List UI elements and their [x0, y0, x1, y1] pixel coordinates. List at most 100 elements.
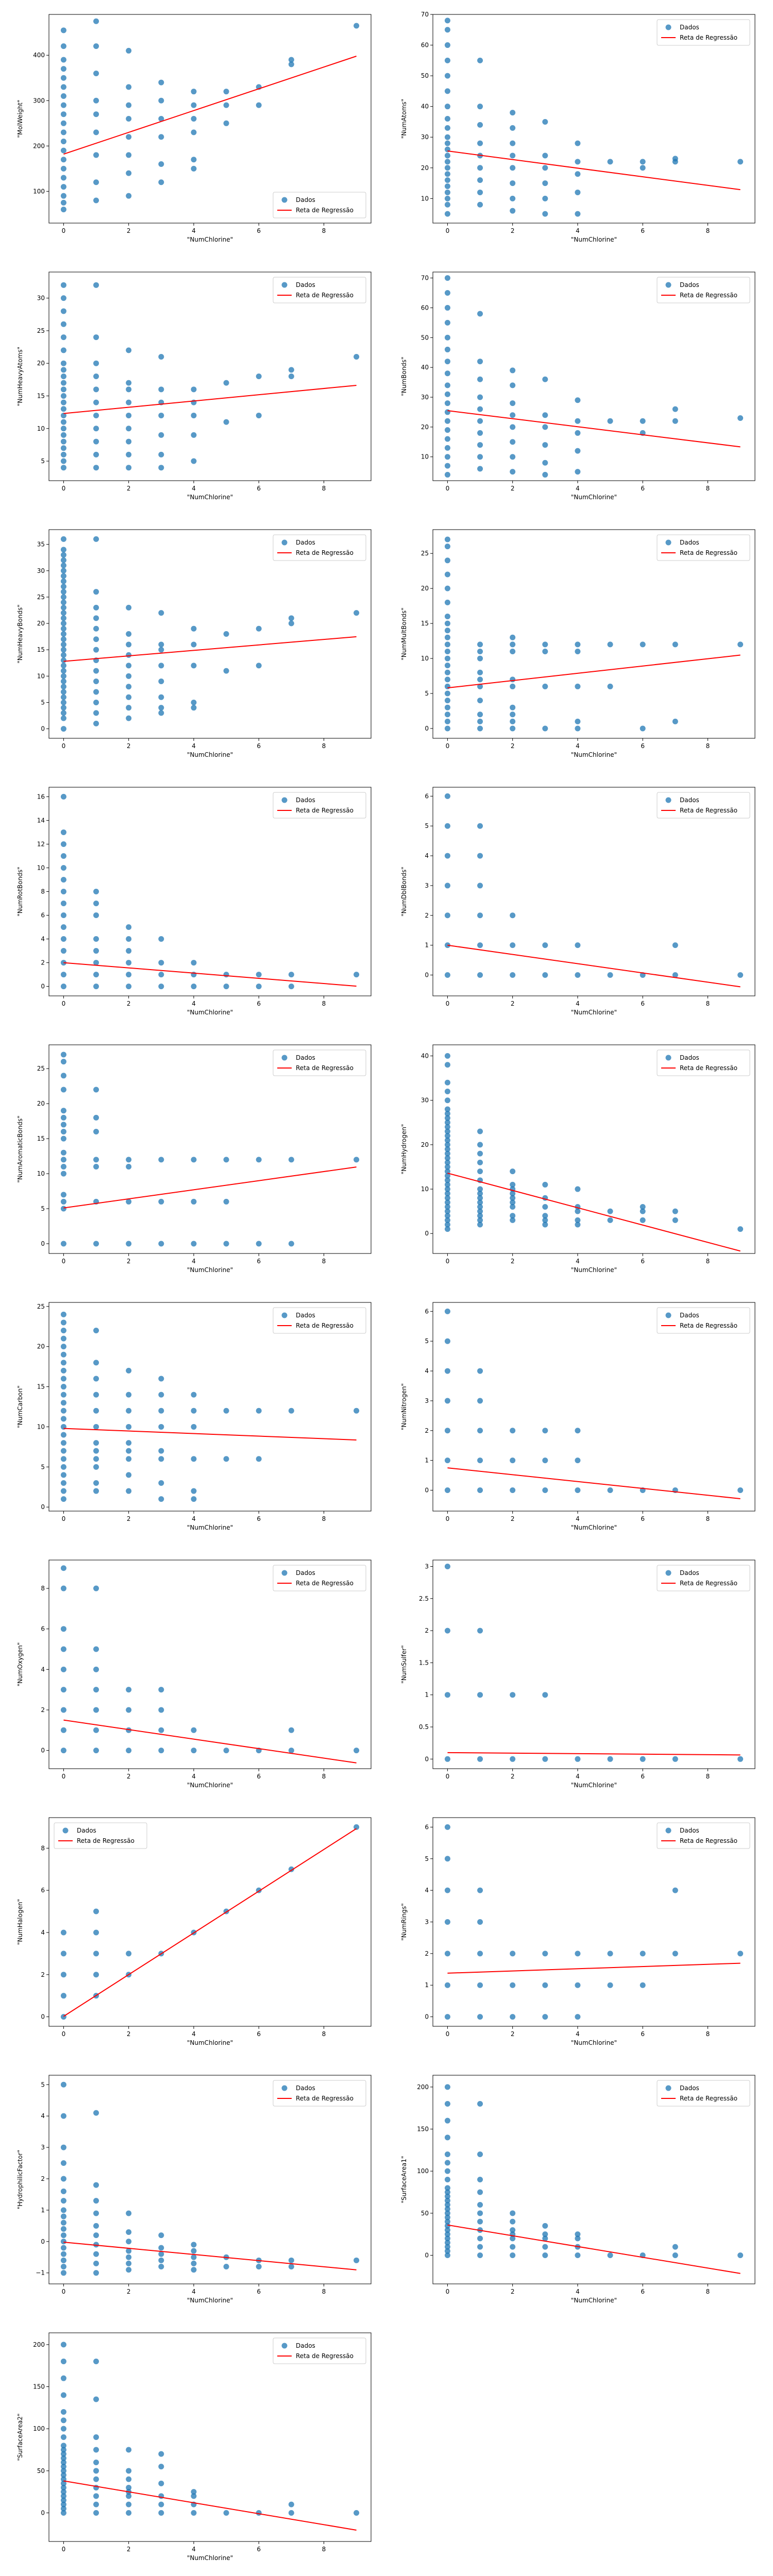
data-point: [60, 912, 66, 919]
data-point: [444, 2101, 450, 2107]
y-axis-label: "NumAtoms": [400, 99, 408, 139]
data-point: [60, 2257, 66, 2263]
data-point: [444, 725, 450, 732]
data-point: [444, 2210, 450, 2216]
data-point: [444, 171, 450, 177]
data-point: [93, 70, 99, 76]
data-point: [477, 1186, 483, 1192]
data-point: [93, 97, 99, 104]
data-point: [640, 1204, 646, 1210]
data-point: [158, 1448, 164, 1454]
regression-line: [63, 2480, 357, 2531]
data-point: [444, 1692, 450, 1698]
legend: Dados Reta de Regressão: [273, 1565, 366, 1591]
data-point: [477, 2151, 483, 2158]
data-point: [60, 406, 66, 412]
data-point: [60, 66, 66, 72]
data-point: [60, 948, 66, 954]
data-point: [444, 1199, 450, 1206]
data-point: [510, 400, 516, 406]
legend-box: [657, 2080, 750, 2107]
data-point: [477, 669, 483, 675]
data-point: [477, 1168, 483, 1175]
y-tick-label: 200: [33, 142, 45, 149]
data-point: [126, 1408, 132, 1414]
data-point: [60, 2447, 66, 2453]
data-point: [607, 1487, 613, 1493]
data-point: [477, 1756, 483, 1762]
x-tick-label: 0: [62, 2546, 66, 2553]
legend-label-line: Reta de Regressão: [296, 2352, 354, 2360]
data-point: [737, 159, 744, 165]
data-point: [60, 1376, 66, 1382]
legend-box: [657, 534, 750, 561]
data-point: [444, 463, 450, 469]
data-point: [477, 1428, 483, 1434]
data-point: [60, 1972, 66, 1978]
data-point: [444, 165, 450, 171]
data-point: [126, 694, 132, 700]
data-point: [510, 2218, 516, 2225]
data-point: [60, 1328, 66, 1334]
x-tick-label: 0: [446, 1515, 450, 1522]
data-point: [126, 715, 132, 721]
x-tick-label: 2: [511, 227, 515, 234]
x-tick-label: 0: [62, 742, 66, 750]
data-point: [477, 359, 483, 365]
x-tick-label: 4: [576, 1000, 580, 1007]
data-point: [60, 84, 66, 90]
y-axis-label: "NumBonds": [400, 357, 408, 396]
data-point: [477, 1204, 483, 1210]
data-point: [607, 159, 613, 165]
data-point: [60, 1335, 66, 1342]
legend: Dados Reta de Regressão: [657, 277, 750, 303]
y-tick-label: 10: [37, 672, 45, 680]
y-tick-label: 25: [421, 550, 429, 557]
data-point: [607, 2252, 613, 2258]
data-point: [510, 683, 516, 689]
data-points: [60, 1311, 360, 1502]
data-point: [444, 304, 450, 311]
data-point: [191, 1727, 197, 1733]
data-point: [542, 195, 548, 201]
data-point: [93, 636, 99, 642]
x-tick-label: 8: [706, 227, 710, 234]
x-tick-label: 2: [127, 1773, 131, 1780]
chart-9: 0 2 4 6 8 0 5 10 15 20 25 "NumChlorine" "NumAromatic…: [16, 1044, 372, 1274]
data-point: [477, 430, 483, 436]
data-point: [510, 2210, 516, 2216]
data-point: [60, 2459, 66, 2465]
data-point: [158, 1376, 164, 1382]
data-point: [444, 2252, 450, 2258]
data-point: [191, 2489, 197, 2495]
data-point: [444, 1213, 450, 1219]
data-point: [191, 1748, 197, 1754]
data-point: [191, 2254, 197, 2260]
data-point: [158, 1157, 164, 1163]
y-axis-label: "HydrophilicFactor": [16, 2150, 24, 2209]
data-point: [191, 699, 197, 705]
data-point: [542, 1222, 548, 1228]
data-point: [444, 1177, 450, 1183]
data-point: [354, 2510, 360, 2516]
data-point: [60, 102, 66, 108]
data-point: [60, 93, 66, 99]
data-point: [510, 2252, 516, 2258]
data-point: [444, 125, 450, 131]
y-tick-label: 10: [421, 1185, 429, 1193]
data-point: [444, 2134, 450, 2141]
y-tick-label: 1: [425, 942, 429, 949]
data-point: [444, 1168, 450, 1175]
y-tick-label: 30: [37, 567, 45, 574]
regression-line: [447, 410, 741, 448]
data-point: [542, 424, 548, 430]
chart-8: 0 2 4 6 8 0 1 2 3 4 5 6 "NumChlorine" "NumDblBonds" Da…: [400, 787, 755, 1016]
data-point: [60, 563, 66, 569]
data-point: [126, 451, 132, 457]
data-point: [510, 367, 516, 374]
data-point: [477, 1208, 483, 1214]
x-tick-label: 8: [322, 2546, 326, 2553]
x-tick-label: 6: [257, 2030, 261, 2038]
data-point: [444, 676, 450, 683]
data-points: [444, 1563, 744, 1762]
